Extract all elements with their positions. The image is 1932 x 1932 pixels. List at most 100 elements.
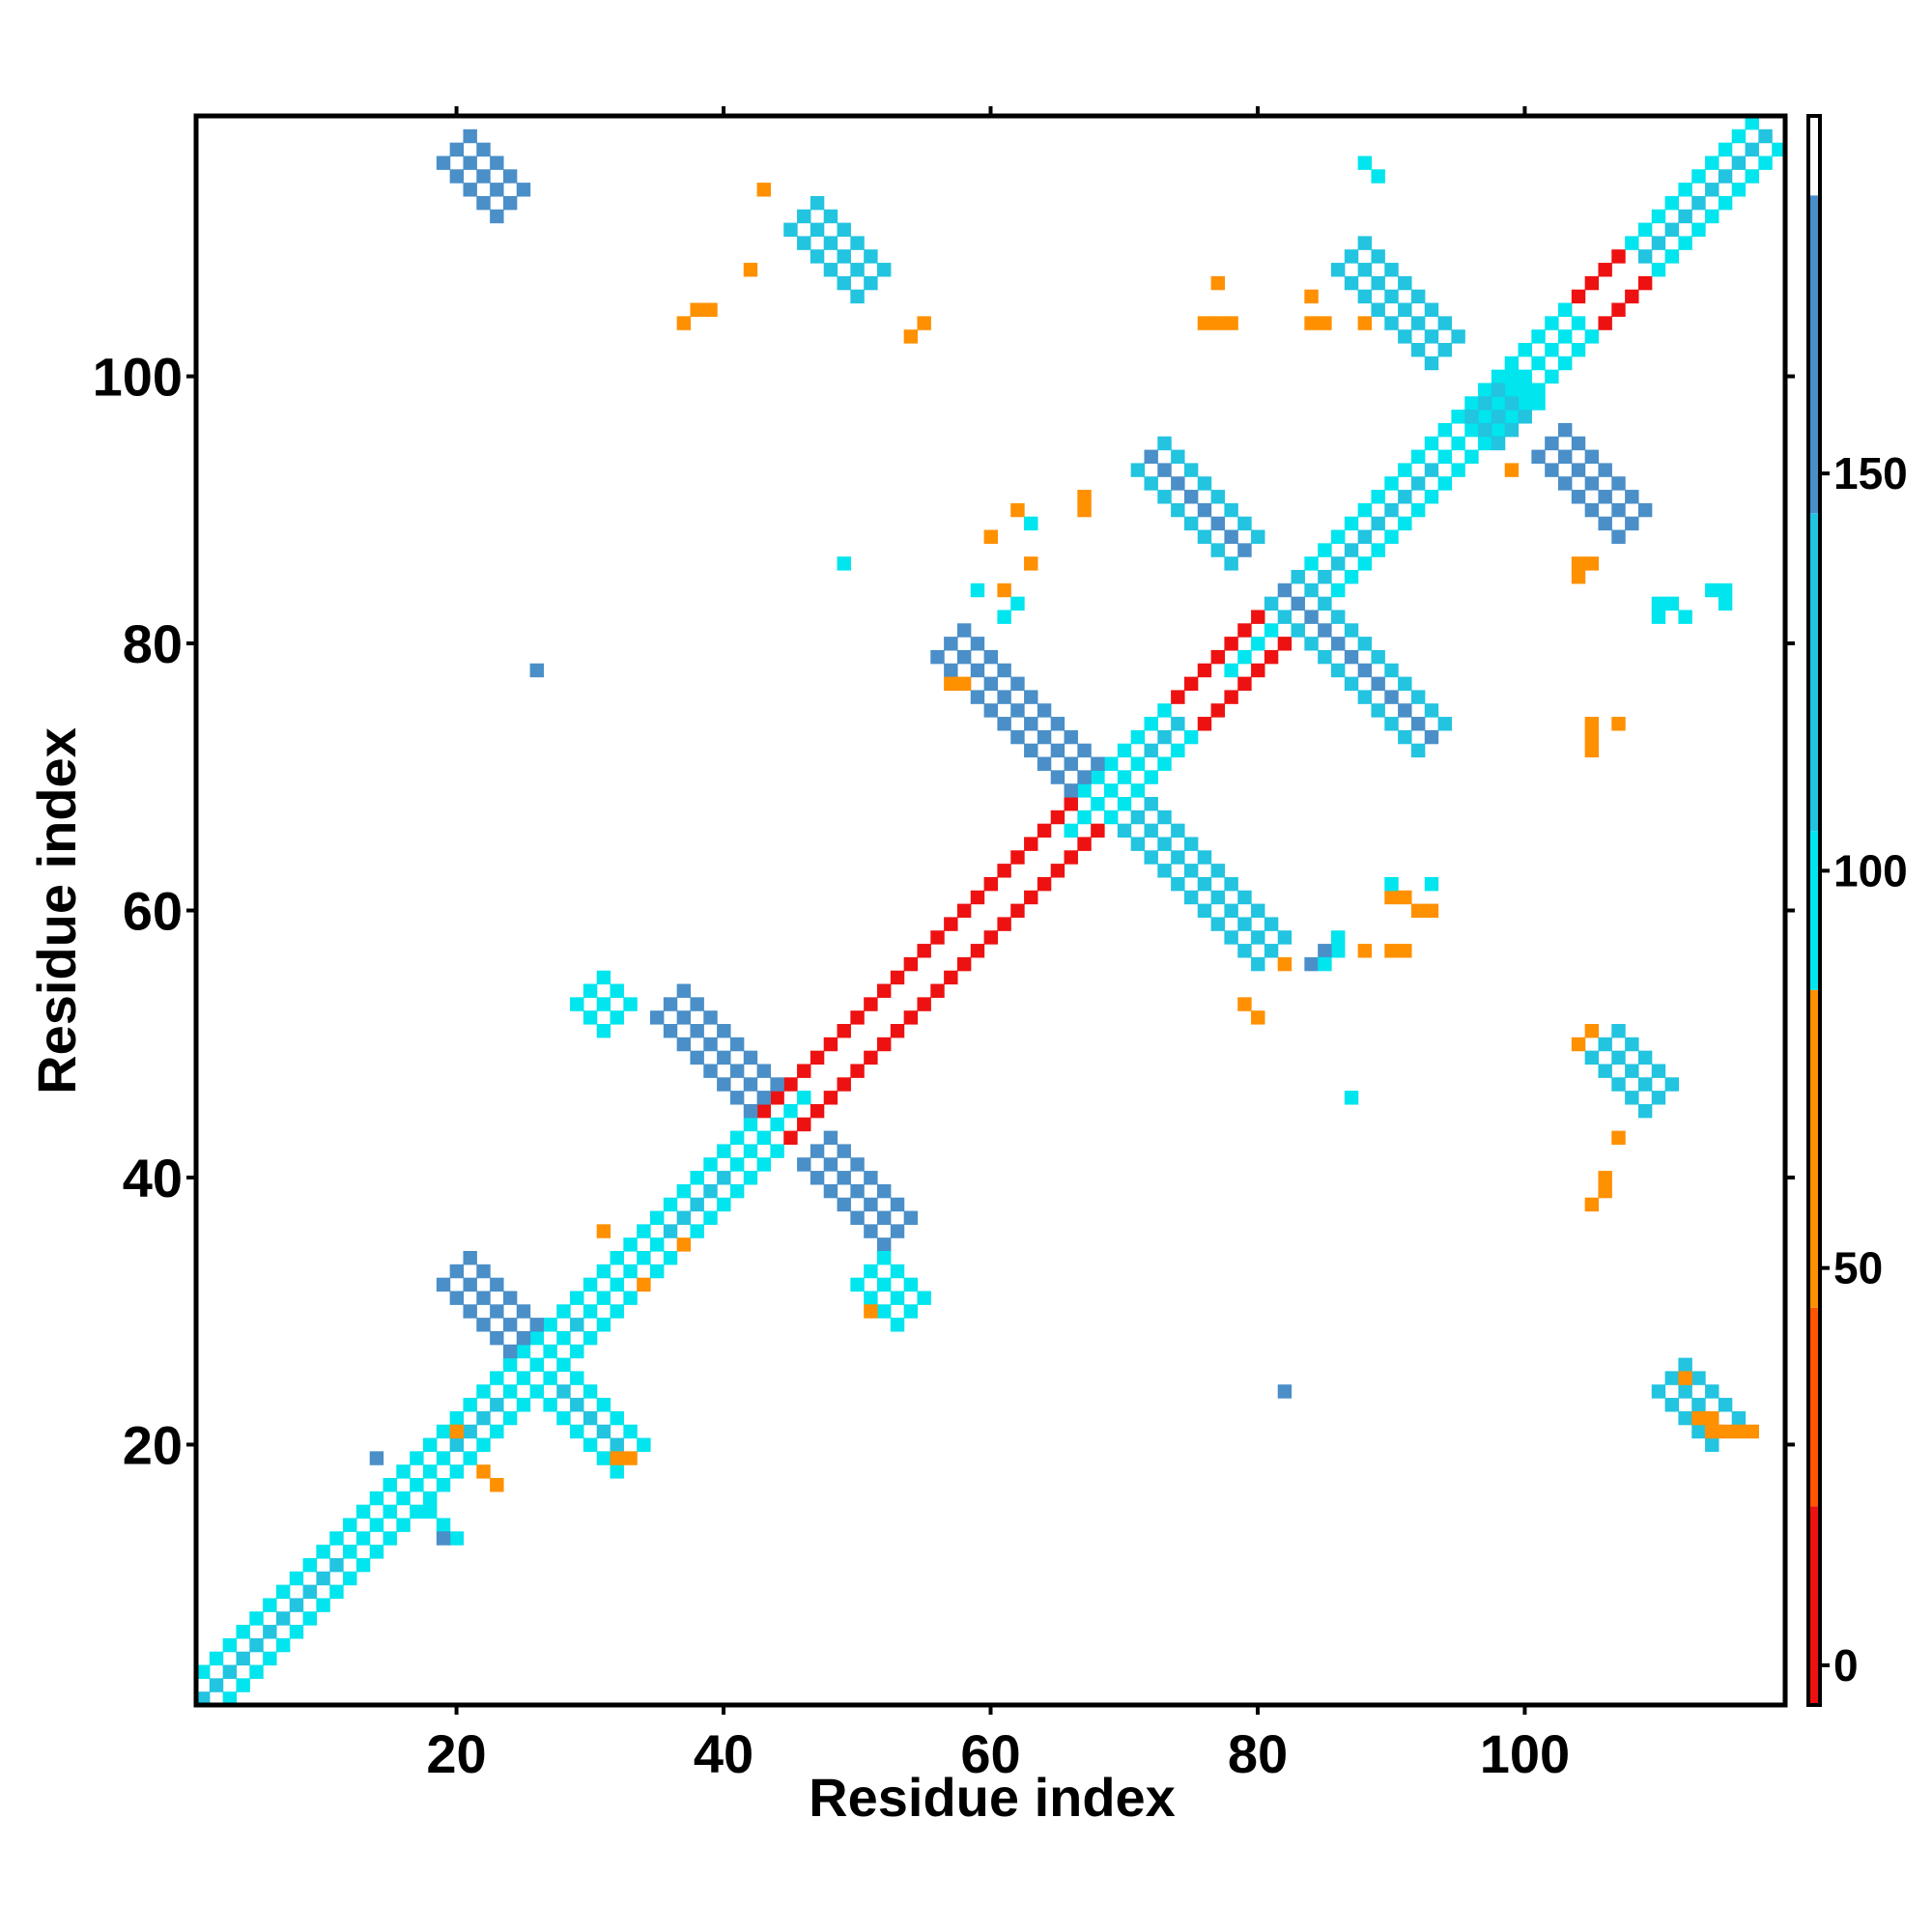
heatmap-cell — [463, 1251, 477, 1265]
heatmap-cell — [743, 1171, 758, 1185]
heatmap-cell — [1731, 156, 1747, 170]
heatmap-cell — [903, 1277, 919, 1293]
heatmap-cell — [1371, 490, 1385, 504]
heatmap-cell — [1678, 1384, 1692, 1399]
heatmap-cell — [1224, 903, 1238, 919]
heatmap-cell — [676, 1010, 692, 1025]
heatmap-cell — [1024, 890, 1038, 905]
heatmap-cell — [756, 1103, 772, 1119]
heatmap-cell — [1291, 570, 1305, 584]
heatmap-cell — [1518, 343, 1532, 357]
heatmap-cell — [463, 1398, 477, 1412]
heatmap-cell — [1210, 864, 1226, 878]
heatmap-cell — [275, 1637, 291, 1653]
y-tick-label: 80 — [123, 613, 183, 674]
heatmap-cell — [1210, 890, 1226, 905]
heatmap-cell — [717, 1171, 731, 1185]
heatmap-cell — [1664, 1398, 1680, 1412]
heatmap-cell — [1398, 890, 1412, 905]
heatmap-cell — [1144, 717, 1158, 731]
heatmap-cell — [1384, 890, 1399, 905]
heatmap-cell — [1304, 610, 1319, 624]
heatmap-cell — [717, 1077, 731, 1092]
heatmap-cell — [1384, 502, 1399, 518]
heatmap-cell — [717, 1024, 731, 1038]
heatmap-cell — [1357, 502, 1373, 518]
y-tick-label: 100 — [93, 347, 183, 408]
heatmap-cell — [1731, 128, 1747, 144]
heatmap-cell — [1437, 422, 1453, 438]
heatmap-cell — [637, 1251, 651, 1265]
heatmap-cell — [1611, 1077, 1626, 1092]
heatmap-cell — [1598, 316, 1612, 330]
heatmap-cell — [1424, 355, 1439, 371]
heatmap-cell — [983, 529, 999, 544]
heatmap-cell — [1117, 770, 1132, 784]
heatmap-cell — [1277, 610, 1293, 624]
heatmap-cell — [1584, 556, 1600, 571]
heatmap-cell — [623, 1451, 638, 1465]
heatmap-cell — [810, 1050, 825, 1065]
heatmap-cell — [1718, 169, 1733, 184]
heatmap-cell — [476, 1384, 491, 1399]
heatmap-cell — [823, 236, 838, 250]
heatmap-cell — [756, 183, 772, 197]
heatmap-cell — [1611, 1130, 1626, 1146]
heatmap-cell — [436, 156, 451, 170]
heatmap-cell — [1598, 516, 1612, 531]
heatmap-cell — [1331, 637, 1346, 651]
heatmap-cell — [970, 690, 985, 704]
heatmap-cell — [970, 637, 985, 651]
heatmap-cell — [610, 1277, 624, 1293]
heatmap-cell — [222, 1637, 238, 1653]
heatmap-cell — [663, 1197, 678, 1212]
heatmap-cell — [997, 717, 1011, 731]
heatmap-cell — [423, 1464, 438, 1479]
heatmap-cell — [502, 1344, 518, 1359]
heatmap-cell — [1504, 422, 1520, 438]
heatmap-cell — [1718, 1424, 1733, 1439]
heatmap-cell — [1251, 903, 1265, 919]
heatmap-cell — [1491, 369, 1506, 384]
heatmap-cell — [1545, 436, 1559, 451]
heatmap-cell — [1745, 1424, 1759, 1439]
heatmap-cell — [1344, 676, 1359, 692]
heatmap-cell — [570, 1424, 584, 1439]
heatmap-cell — [850, 1157, 865, 1172]
heatmap-cell — [623, 997, 638, 1011]
heatmap-cell — [610, 1437, 624, 1452]
heatmap-cell — [1077, 810, 1092, 825]
heatmap-cell — [1171, 743, 1185, 758]
heatmap-cell — [930, 649, 945, 665]
heatmap-cell — [983, 703, 999, 718]
heatmap-cell — [823, 1183, 838, 1199]
heatmap-cell — [1451, 329, 1465, 344]
heatmap-cell — [1571, 343, 1586, 357]
heatmap-cell — [436, 1531, 451, 1546]
heatmap-cell — [1705, 1424, 1719, 1439]
heatmap-cell — [956, 903, 972, 919]
heatmap-cell — [582, 1437, 598, 1452]
heatmap-cell — [997, 610, 1011, 624]
heatmap-cell — [1277, 956, 1293, 972]
heatmap-cell — [1424, 876, 1439, 892]
heatmap-cell — [249, 1637, 264, 1653]
heatmap-cell — [1478, 410, 1492, 424]
heatmap-cell — [516, 1398, 531, 1412]
heatmap-cell — [903, 1210, 919, 1225]
heatmap-cell — [864, 249, 878, 264]
heatmap-cell — [1651, 1064, 1666, 1078]
colorbar-band — [1808, 1506, 1820, 1705]
heatmap-cell — [355, 1531, 371, 1546]
heatmap-cell — [1558, 449, 1573, 465]
heatmap-cell — [770, 1117, 784, 1132]
heatmap-cell — [1064, 850, 1078, 865]
heatmap-cell — [1197, 876, 1212, 892]
heatmap-cell — [1210, 543, 1226, 557]
heatmap-cell — [864, 1291, 878, 1305]
heatmap-cell — [516, 1371, 531, 1385]
heatmap-cell — [783, 1130, 798, 1146]
heatmap-cell — [1437, 343, 1453, 357]
heatmap-cell — [823, 209, 838, 224]
heatmap-cell — [236, 1625, 250, 1639]
